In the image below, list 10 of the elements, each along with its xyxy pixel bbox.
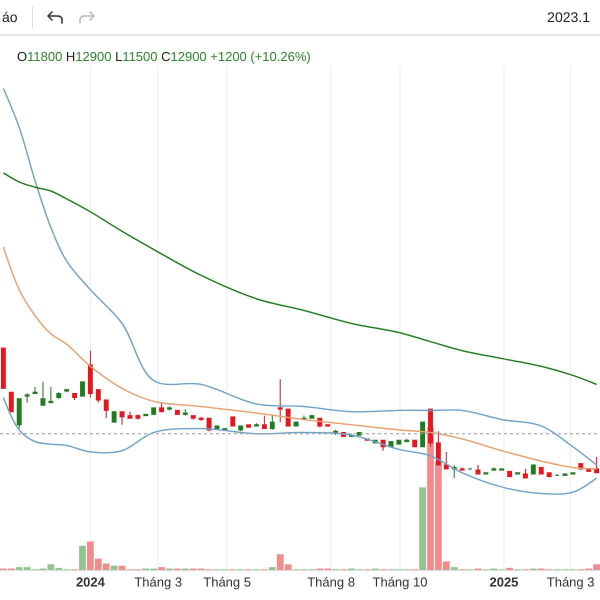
x-tick-label: Tháng 10 [372, 574, 428, 590]
x-tick-label: Tháng 3 [134, 574, 182, 590]
x-tick-label: 2025 [489, 574, 518, 590]
text: O11800 H12900 L11500 C12900 +1200 (+10.26%) [17, 49, 311, 64]
text: áo [2, 9, 18, 25]
x-tick-label: Tháng 8 [307, 574, 355, 590]
x-tick-label: Tháng 5 [203, 574, 251, 590]
x-tick-label: Tháng 3 [546, 574, 594, 590]
text: 2023.1 [547, 9, 590, 25]
x-tick-label: 2024 [76, 574, 106, 590]
